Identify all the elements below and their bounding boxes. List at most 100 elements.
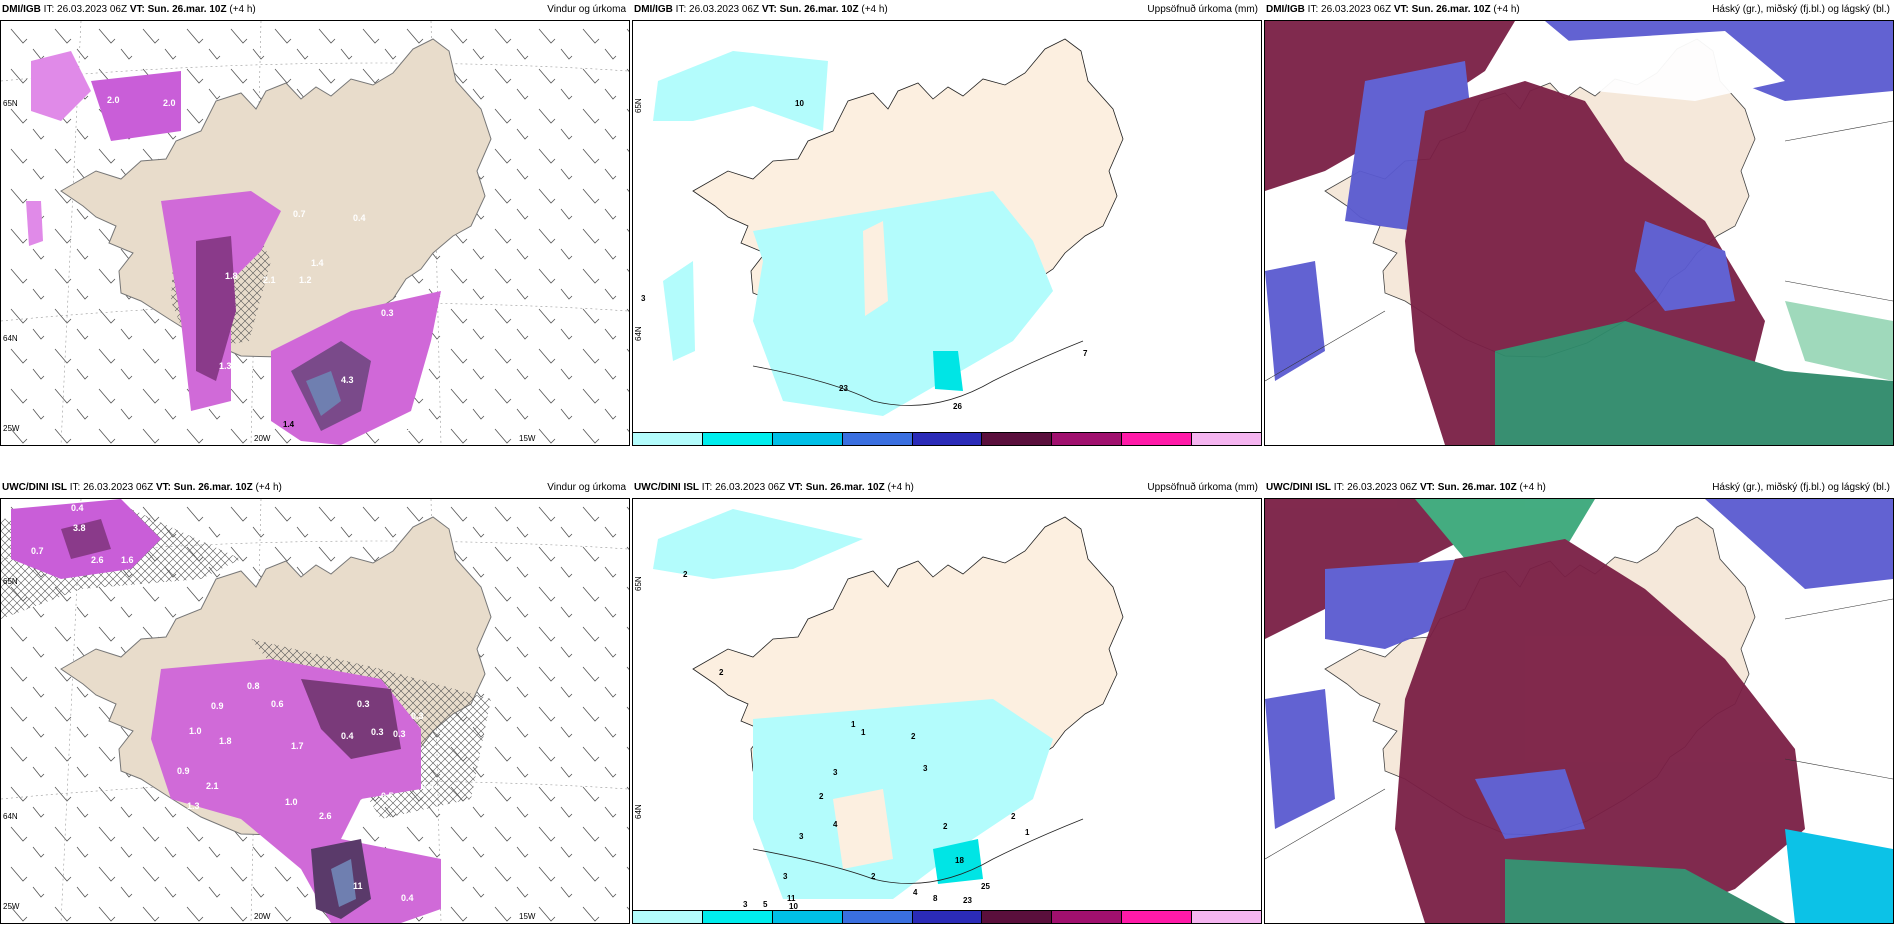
svg-text:1.3: 1.3 <box>187 801 200 811</box>
svg-text:0.3: 0.3 <box>433 821 446 831</box>
svg-text:2: 2 <box>943 822 948 831</box>
colorbar-segment <box>702 433 773 445</box>
svg-text:0.9: 0.9 <box>211 701 224 711</box>
colorbar-segment <box>912 433 983 445</box>
map-area: 2 2 1 1 2 3 2 3 4 3 2 2 1 3 11 2 4 8 18 … <box>632 498 1262 924</box>
vt-label: VT: <box>155 482 171 493</box>
colorbar-segment <box>842 433 913 445</box>
colorbar-segment <box>772 911 843 923</box>
colorbar-segment <box>1192 911 1261 923</box>
it-label: IT: <box>43 4 55 15</box>
svg-text:5: 5 <box>763 900 768 909</box>
colorbar-segment <box>1122 433 1193 445</box>
vt-label: VT: <box>787 482 803 493</box>
svg-text:3: 3 <box>783 872 788 881</box>
precip-areas <box>26 51 441 445</box>
svg-text:2.1: 2.1 <box>263 275 276 285</box>
svg-text:3.8: 3.8 <box>73 523 86 533</box>
svg-text:26: 26 <box>953 402 962 411</box>
panel-title: Vindur og úrkoma <box>547 4 626 15</box>
svg-text:64N: 64N <box>3 812 18 821</box>
panel-title: Háský (gr.), miðský (fj.bl.) og lágský (… <box>1712 482 1890 493</box>
colorbar-segment <box>842 911 913 923</box>
svg-text:3: 3 <box>641 294 646 303</box>
svg-text:0.8: 0.8 <box>247 681 260 691</box>
colorbar-segment <box>1192 433 1261 445</box>
svg-text:65N: 65N <box>634 98 643 113</box>
svg-text:1.8: 1.8 <box>225 271 238 281</box>
accum-precip-areas <box>653 51 1053 416</box>
precip-values: 0.4 3.8 0.7 2.6 1.6 0.8 0.9 0.6 0.3 1.0 … <box>31 503 446 903</box>
colorbar-segment <box>633 911 703 923</box>
panel-title: Uppsöfnuð úrkoma (mm) <box>1147 482 1258 493</box>
colorbar-segment <box>1052 433 1123 445</box>
svg-text:10: 10 <box>789 902 798 910</box>
panel-title: Vindur og úrkoma <box>547 482 626 493</box>
it-value: 26.03.2023 06Z <box>1321 4 1392 15</box>
svg-text:15W: 15W <box>519 912 536 921</box>
colorbar-segment <box>702 911 773 923</box>
svg-text:0.6: 0.6 <box>271 699 284 709</box>
accum-precip-areas <box>653 509 1053 899</box>
svg-text:4: 4 <box>913 888 918 897</box>
svg-text:3: 3 <box>743 900 748 909</box>
svg-text:2.0: 2.0 <box>163 98 176 108</box>
it-label: IT: <box>1333 482 1345 493</box>
precip-values: 2.0 2.0 0.7 0.4 1.8 2.1 1.4 1.2 0.3 1.3 … <box>107 95 410 433</box>
lead-time: (+4 h) <box>1493 4 1520 15</box>
svg-text:20W: 20W <box>254 434 271 443</box>
colorbar-segment <box>982 433 1053 445</box>
map-area: 2.0 2.0 0.7 0.4 1.8 2.1 1.4 1.2 0.3 1.3 … <box>0 20 630 446</box>
accum-values: 10 3 23 26 7 <box>641 99 1088 411</box>
svg-text:1.2: 1.2 <box>299 275 312 285</box>
panel-dmi-clouds: DMI/IGB IT: 26.03.2023 06Z VT: Sun. 26.m… <box>1264 0 1894 446</box>
accum-values: 2 2 1 1 2 3 2 3 4 3 2 2 1 3 11 2 4 8 18 … <box>683 570 1030 910</box>
svg-text:11: 11 <box>787 894 796 903</box>
svg-text:65N: 65N <box>3 577 18 586</box>
svg-text:2: 2 <box>719 668 724 677</box>
panel-title: Uppsöfnuð úrkoma (mm) <box>1147 4 1258 15</box>
model-name: DMI/IGB <box>634 4 673 15</box>
model-name: DMI/IGB <box>2 4 41 15</box>
svg-text:1: 1 <box>1025 828 1030 837</box>
svg-text:23: 23 <box>963 896 972 905</box>
vt-label: VT: <box>761 4 777 15</box>
svg-text:23: 23 <box>839 384 848 393</box>
it-label: IT: <box>675 4 687 15</box>
lead-time: (+4 h) <box>861 4 888 15</box>
svg-text:1.4: 1.4 <box>283 420 295 429</box>
svg-text:0.3: 0.3 <box>357 699 370 709</box>
svg-text:2: 2 <box>1011 812 1016 821</box>
axis-labels: 65N 64N 25W 20W 15W <box>3 99 536 443</box>
svg-text:2.6: 2.6 <box>91 555 104 565</box>
it-value: 26.03.2023 06Z <box>689 4 760 15</box>
map-area: 0.4 3.8 0.7 2.6 1.6 0.8 0.9 0.6 0.3 1.0 … <box>0 498 630 924</box>
precip-areas <box>11 499 441 923</box>
vt-value: Sun. 26.mar. 10Z <box>1437 482 1517 493</box>
svg-text:0.7: 0.7 <box>31 546 44 556</box>
map-area: 10 3 23 26 7 65N 64N <box>632 20 1262 446</box>
svg-text:2.0: 2.0 <box>107 95 120 105</box>
svg-text:20W: 20W <box>254 912 271 921</box>
svg-text:3: 3 <box>833 768 838 777</box>
lead-time: (+4 h) <box>887 482 914 493</box>
svg-text:0.3: 0.3 <box>371 727 384 737</box>
vt-label: VT: <box>1393 4 1409 15</box>
svg-text:3: 3 <box>923 764 928 773</box>
cloud-cover <box>1265 499 1893 923</box>
colorbar-segment <box>1122 911 1193 923</box>
panel-uwc-accum-precip: UWC/DINI ISL IT: 26.03.2023 06Z VT: Sun.… <box>632 478 1262 924</box>
svg-text:2.1: 2.1 <box>206 781 219 791</box>
lead-time: (+4 h) <box>255 482 282 493</box>
vt-value: Sun. 26.mar. 10Z <box>147 4 227 15</box>
model-name: UWC/DINI ISL <box>2 482 67 493</box>
colorbar-segment <box>912 911 983 923</box>
boundary-lines <box>1265 598 1893 860</box>
vt-value: Sun. 26.mar. 10Z <box>173 482 253 493</box>
svg-text:0.5: 0.5 <box>381 791 394 801</box>
svg-text:1: 1 <box>851 720 856 729</box>
panel-title: Háský (gr.), miðský (fj.bl.) og lágský (… <box>1712 4 1890 15</box>
svg-text:1: 1 <box>861 728 866 737</box>
panel-header: UWC/DINI ISL IT: 26.03.2023 06Z VT: Sun.… <box>632 478 1262 498</box>
it-value: 26.03.2023 06Z <box>57 4 128 15</box>
